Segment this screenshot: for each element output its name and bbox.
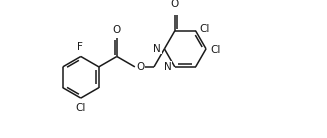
Text: O: O <box>136 62 145 72</box>
Text: F: F <box>77 42 82 52</box>
Text: O: O <box>113 25 121 35</box>
Text: Cl: Cl <box>199 25 210 34</box>
Text: Cl: Cl <box>76 103 86 113</box>
Text: O: O <box>171 0 179 9</box>
Text: Cl: Cl <box>210 45 220 55</box>
Text: N: N <box>164 62 172 72</box>
Text: N: N <box>153 44 161 54</box>
